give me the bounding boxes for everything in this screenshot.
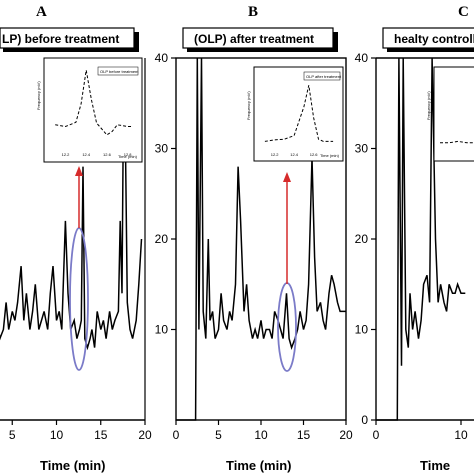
x-tick-label-b: 0 [173,428,180,442]
panel-c: C healty controll 0 10 0 10 20 30 40 Frequency… [355,4,474,473]
x-tick-label-a: 10 [50,428,64,442]
pointer-arrowhead-a [75,166,83,176]
inset-b: OLP after treatment Frequency (mV) Time … [246,66,344,162]
x-tick-label-a: 5 [9,428,16,442]
panel-title-a: LP) before treatment [2,32,119,46]
inset-frame-c [433,66,474,162]
inset-legend-b: OLP after treatment [306,74,342,79]
panel-title-shadow-bottom-c [387,48,474,52]
inset-x-tick-label-a: 12.8 [124,152,133,157]
inset-frame-a [43,57,143,163]
panel-title-shadow-a [134,32,139,52]
inset-x-tick-label-a: 12.4 [82,152,91,157]
series-line-a [0,57,143,351]
inset-series-b [264,85,334,142]
inset-xlabel-a: Time (min) [118,154,138,159]
panel-letter-b: B [248,4,258,20]
inset-ylabel-a: Frequency (mV) [36,81,41,110]
inset-x-tick-label-b: 12.2 [271,152,280,157]
inset-legend-box-b [303,71,341,81]
inset-x-tick-label-b: 12.6 [310,152,319,157]
inset-x-tick-label-a: 12.2 [62,152,71,157]
inset-legend-box-a [97,66,139,76]
panel-title-c: healty controll [394,32,474,46]
panel-a: A LP) before treatment 5 10 15 20 OLP befor… [0,4,152,473]
x-axis-label-b: Time (min) [226,458,292,473]
x-tick-label-c: 10 [454,428,468,442]
x-tick-label-b: 15 [297,428,311,442]
inset-xlabel-b: Time (min) [320,153,340,158]
x-tick-label-a: 20 [138,428,152,442]
series-line-c [376,57,466,421]
x-axis-label-c: Time [420,458,450,473]
x-tick-label-a: 15 [94,428,108,442]
y-tick-label-c: 0 [361,413,368,427]
peak-highlight-ellipse-a [69,227,89,371]
panel-letter-c: C [458,4,469,20]
x-tick-label-c: 0 [373,428,380,442]
inset-frame-b [253,66,344,162]
inset-c: Frequency (mV) [426,66,474,162]
inset-ylabel-c: Frequency (mV) [426,91,431,120]
pointer-arrowhead-b [283,172,291,182]
panel-letter-a: A [36,4,47,20]
inset-a: OLP before treatment Frequency (mV) Time… [36,57,143,163]
inset-series-c [440,140,474,144]
series-line-b [176,57,346,421]
panel-title-shadow-b [333,32,338,52]
inset-legend-a: OLP before treatment [100,69,139,74]
inset-x-tick-label-b: 12.4 [290,152,299,157]
y-tick-label-c: 10 [355,323,369,337]
panel-title-shadow-bottom-b [187,48,338,52]
y-tick-label-c: 20 [355,232,369,246]
panel-b: B (OLP) after treatment 0 5 10 15 20 10 20 30 40… [155,4,353,473]
y-tick-label-b: 10 [155,323,169,337]
inset-ylabel-b: Frequency (mV) [246,91,251,120]
y-tick-label-c: 30 [355,142,369,156]
panel-title-shadow-bottom-a [3,48,139,52]
y-tick-label-c: 40 [355,51,369,65]
x-axis-label-a: Time (min) [40,458,106,473]
y-tick-label-b: 20 [155,232,169,246]
x-tick-label-b: 20 [339,428,353,442]
x-tick-label-b: 10 [254,428,268,442]
panel-title-b: (OLP) after treatment [194,32,314,46]
inset-series-a [55,70,133,136]
inset-x-tick-label-a: 12.6 [103,152,112,157]
x-tick-label-b: 5 [215,428,222,442]
y-tick-label-b: 40 [155,51,169,65]
y-tick-label-b: 30 [155,142,169,156]
